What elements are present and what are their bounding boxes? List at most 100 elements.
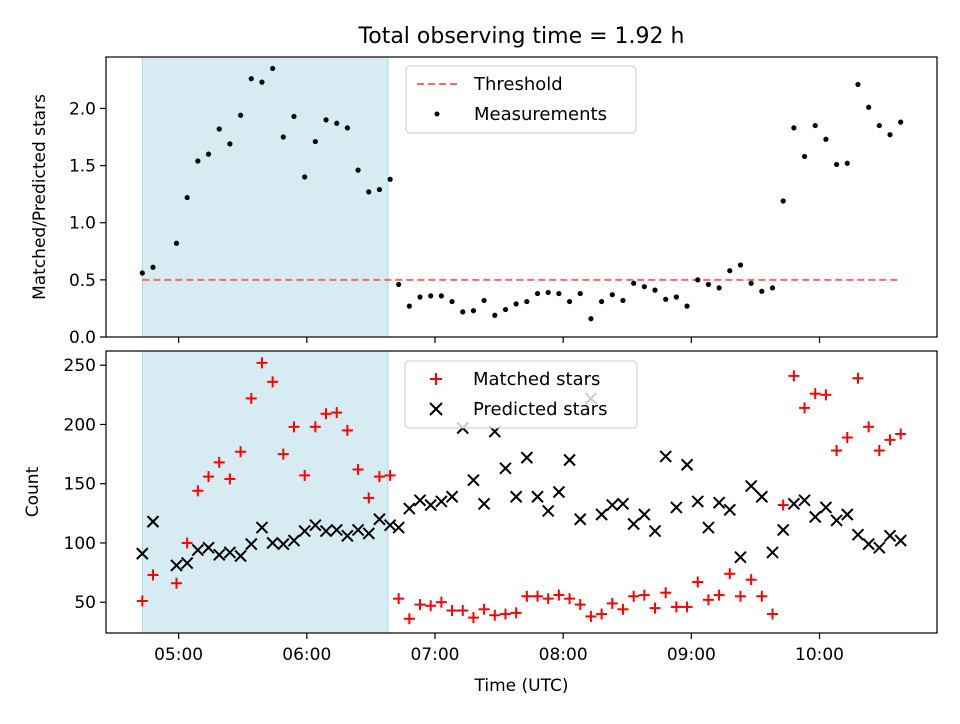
matched-star-point bbox=[256, 357, 268, 369]
data-point bbox=[727, 268, 733, 274]
predicted-star-point bbox=[819, 501, 833, 514]
data-point bbox=[801, 153, 808, 160]
data-point bbox=[791, 125, 797, 131]
matched-star-point bbox=[363, 492, 375, 504]
data-point bbox=[716, 285, 722, 291]
data-point bbox=[438, 293, 444, 299]
predicted-star-point bbox=[552, 485, 566, 499]
predicted-star-point bbox=[798, 494, 811, 507]
data-point bbox=[150, 264, 156, 270]
matched-star-point bbox=[596, 608, 608, 620]
matched-star-point bbox=[510, 607, 522, 619]
predicted-star-point bbox=[616, 497, 630, 511]
data-point bbox=[599, 298, 605, 305]
predicted-star-point bbox=[277, 537, 290, 551]
data-point bbox=[334, 120, 340, 126]
data-point bbox=[737, 262, 744, 268]
predicted-star-point bbox=[467, 473, 480, 487]
data-point bbox=[449, 298, 455, 305]
predicted-star-point bbox=[180, 556, 194, 570]
panel-ratio: 0.00.51.01.52.0 Matched/Predicted stars … bbox=[30, 56, 938, 348]
predicted-star-point bbox=[341, 529, 354, 543]
predicted-star-point bbox=[136, 547, 149, 560]
predicted-star-point bbox=[659, 450, 672, 463]
panel-ratio-x-ticks bbox=[178, 337, 821, 343]
predicted-star-point bbox=[873, 541, 886, 554]
matched-star-point bbox=[809, 388, 821, 400]
matched-star-point bbox=[331, 407, 343, 419]
matched-star-point bbox=[628, 590, 640, 602]
matched-star-point bbox=[745, 574, 757, 586]
data-point bbox=[205, 151, 212, 157]
predicted-star-point bbox=[755, 490, 769, 503]
matched-star-point bbox=[852, 372, 864, 384]
matched-star-point bbox=[235, 446, 247, 458]
predicted-star-point bbox=[403, 502, 416, 515]
predicted-star-point bbox=[734, 550, 747, 564]
predicted-star-point bbox=[255, 521, 269, 534]
matched-star-point bbox=[309, 421, 321, 433]
data-point bbox=[237, 112, 244, 118]
predicted-star-point bbox=[563, 453, 576, 467]
data-point bbox=[545, 289, 551, 296]
predicted-star-point bbox=[648, 524, 662, 538]
data-point bbox=[492, 312, 498, 318]
y-tick-label: 150 bbox=[64, 475, 96, 495]
matched-star-point bbox=[702, 594, 714, 606]
matched-star-point bbox=[467, 612, 479, 624]
data-point bbox=[673, 294, 679, 300]
matched-star-point bbox=[435, 596, 447, 608]
matched-star-point bbox=[341, 424, 353, 436]
data-point bbox=[833, 161, 840, 168]
predicted-star-point bbox=[862, 537, 875, 551]
data-point bbox=[556, 290, 562, 297]
matched-star-point bbox=[863, 421, 875, 433]
data-point bbox=[460, 309, 466, 315]
panel-counts-frame bbox=[105, 350, 938, 634]
predicted-star-point bbox=[851, 528, 865, 541]
matched-star-point bbox=[521, 590, 533, 602]
data-point bbox=[534, 290, 541, 297]
predicted-star-point bbox=[477, 497, 491, 511]
data-point bbox=[609, 292, 615, 298]
matched-star-point bbox=[213, 456, 225, 468]
matched-star-point bbox=[170, 577, 182, 589]
data-point bbox=[291, 113, 297, 120]
data-point bbox=[684, 303, 690, 309]
data-point bbox=[566, 298, 573, 305]
data-point bbox=[887, 132, 893, 138]
matched-star-point bbox=[895, 428, 907, 440]
predicted-star-point bbox=[319, 524, 333, 538]
matched-star-point bbox=[649, 602, 661, 614]
legend-matched-swatch bbox=[430, 373, 442, 385]
matched-star-point bbox=[606, 597, 618, 609]
data-point bbox=[823, 136, 829, 142]
matched-star-point bbox=[756, 590, 768, 602]
matched-star-point bbox=[352, 463, 364, 475]
matched-star-point bbox=[873, 445, 885, 457]
matched-star-point bbox=[267, 376, 279, 388]
legend-predicted-label: Predicted stars bbox=[473, 399, 607, 420]
data-point bbox=[428, 293, 434, 299]
panel-counts-marks bbox=[136, 357, 907, 625]
y-tick-label: 1.5 bbox=[69, 157, 96, 177]
matched-star-point bbox=[777, 499, 789, 511]
predicted-star-point bbox=[445, 490, 459, 503]
predicted-star-point bbox=[627, 517, 640, 531]
predicted-star-point bbox=[170, 559, 183, 572]
predicted-star-point bbox=[146, 515, 160, 528]
predicted-star-point bbox=[509, 490, 523, 503]
data-point bbox=[481, 297, 487, 304]
predicted-star-point bbox=[362, 527, 375, 540]
predicted-star-point bbox=[787, 497, 801, 511]
predicted-star-point bbox=[191, 543, 205, 557]
predicted-star-point bbox=[499, 462, 512, 475]
predicted-star-point bbox=[691, 495, 704, 508]
predicted-star-point bbox=[894, 534, 907, 547]
predicted-star-point bbox=[606, 498, 619, 512]
matched-star-point bbox=[585, 610, 597, 622]
matched-star-point bbox=[403, 613, 415, 625]
predicted-star-point bbox=[766, 546, 779, 559]
panel-counts: 05:00 06:00 07:00 08:00 09:00 10:00 50 100 150 2… bbox=[23, 350, 938, 696]
data-point bbox=[139, 270, 145, 276]
